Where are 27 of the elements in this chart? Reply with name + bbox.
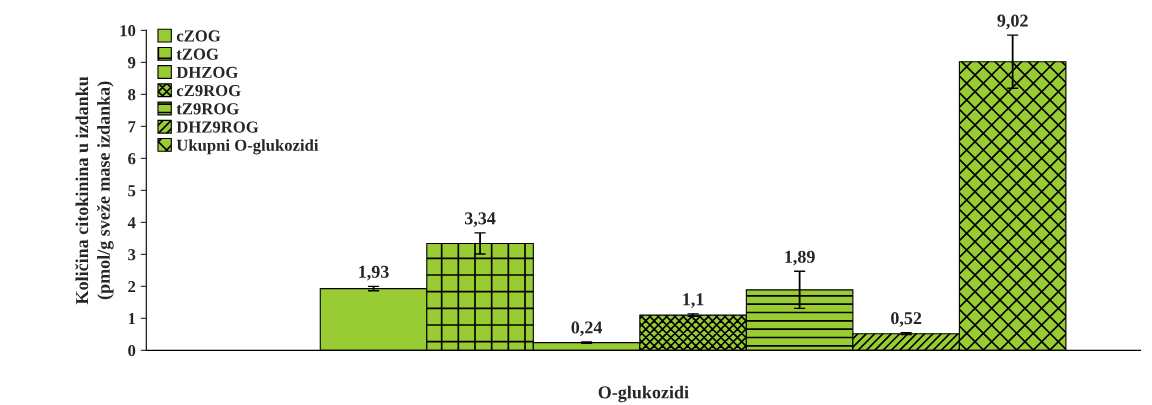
y-tick-label: 2 <box>128 281 136 293</box>
legend-label: Ukupni O-glukozidi <box>176 139 319 155</box>
y-tick-label: 7 <box>128 121 136 133</box>
data-label: 3,34 <box>464 212 496 228</box>
data-label: 9,02 <box>997 14 1028 30</box>
data-label: 0,52 <box>891 312 922 327</box>
x-axis-title: O-glukozidi <box>598 385 689 403</box>
data-label: 1,1 <box>683 293 704 308</box>
legend-label: cZ9ROG <box>176 85 241 97</box>
data-label: 0,24 <box>571 321 603 337</box>
legend-label: cZOG <box>176 30 221 42</box>
y-tick-label: 5 <box>128 185 136 197</box>
y-tick-label: 3 <box>128 249 136 261</box>
legend-label: DHZOG <box>176 66 238 79</box>
y-tick-label: 6 <box>128 153 136 165</box>
y-tick-label: 10 <box>120 25 136 37</box>
legend-label: tZOG <box>176 48 219 60</box>
data-label: 1,93 <box>359 265 389 281</box>
data-label: 1,89 <box>785 250 815 266</box>
y-tick-label: 4 <box>127 217 136 229</box>
y-tick-label: 8 <box>128 89 136 101</box>
y-tick-label: 1 <box>128 313 136 325</box>
legend-label: DHZ9ROG <box>176 121 259 133</box>
y-axis-title: Količina citokinina u izdanku (pmol/g sveže mase izdanka) <box>75 76 114 305</box>
legend-label: tZ9ROG <box>176 103 239 115</box>
y-tick-label: 9 <box>128 57 136 69</box>
y-tick-label: 0 <box>128 345 136 357</box>
